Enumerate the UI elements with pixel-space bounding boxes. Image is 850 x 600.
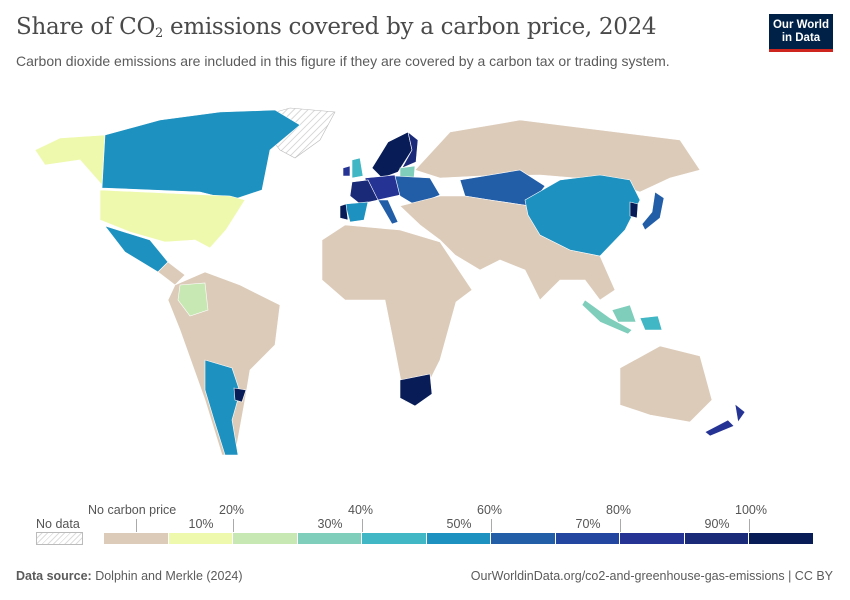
region-indonesia[interactable] [581,299,637,335]
owid-logo[interactable]: Our World in Data [769,14,833,52]
legend-tick-label: 10% [188,517,214,531]
legend-tick-label: 80% [606,503,632,517]
region-australia[interactable] [619,345,713,423]
legend-tick [749,519,750,532]
legend-tick [233,519,234,532]
region-finland[interactable] [401,131,419,169]
region-france[interactable] [349,179,379,205]
legend-no-data-swatch[interactable] [36,532,83,545]
legend-swatch[interactable] [104,532,169,545]
color-legend: No data No carbon price 20% 40% 60% 80% 100%… [0,495,850,555]
title-subscript: 2 [155,26,164,41]
region-italy[interactable] [377,199,399,225]
region-alaska[interactable] [34,134,106,186]
region-colombia[interactable] [177,282,209,317]
legend-swatch[interactable] [555,532,620,545]
region-korea[interactable] [629,201,639,219]
region-russia[interactable] [414,119,701,193]
region-africa[interactable] [321,224,473,403]
title-part: emissions covered by a carbon price, 202… [163,14,657,40]
region-uk[interactable] [351,157,364,179]
legend-tick [620,519,621,532]
legend-tick [362,519,363,532]
region-japan[interactable] [641,191,665,231]
legend-tick [491,519,492,532]
region-south-america[interactable] [167,271,281,456]
legend-swatch[interactable] [491,532,556,545]
legend-swatch[interactable] [749,532,814,545]
legend-tick-label: 20% [219,503,245,517]
region-portugal[interactable] [339,203,349,221]
legend-tick [136,519,137,532]
legend-swatch[interactable] [426,532,491,545]
legend-tick-label: 40% [348,503,374,517]
region-argentina[interactable] [204,359,241,456]
legend-swatch[interactable] [233,532,298,545]
region-spain[interactable] [344,201,369,223]
region-ireland[interactable] [342,165,351,177]
legend-swatch[interactable] [168,532,233,545]
title-part: Share of CO [16,14,156,40]
region-china[interactable] [524,174,641,257]
region-asia-rest[interactable] [399,195,616,301]
legend-tick-label: 70% [575,517,601,531]
chart-subtitle: Carbon dioxide emissions are included in… [16,53,670,69]
chart-title: Share of CO2 emissions covered by a carb… [16,14,657,41]
region-canada[interactable] [101,109,301,201]
legend-swatch[interactable] [362,532,427,545]
region-uruguay[interactable] [233,387,247,403]
region-usa[interactable] [99,189,246,249]
legend-swatch[interactable] [297,532,362,545]
legend-swatch[interactable] [684,532,749,545]
legend-tick-label: 30% [317,517,343,531]
legend-tick-label: 50% [446,517,472,531]
legend-tick-label: 100% [735,503,767,517]
region-png[interactable] [639,315,663,331]
footer-url[interactable]: OurWorldinData.org/co2-and-greenhouse-ga… [470,569,833,583]
source-label: Data source: [16,569,92,583]
region-central-america[interactable] [157,261,186,286]
legend-tick-label: 60% [477,503,503,517]
source-value: Dolphin and Merkle (2024) [91,569,243,583]
world-map [34,107,746,456]
legend-no-price-label: No carbon price [88,503,177,517]
legend-tick-label: 90% [704,517,730,531]
logo-line: Our World [772,19,829,31]
logo-line: in Data [781,32,821,44]
region-new-zealand[interactable] [704,403,746,437]
legend-swatch[interactable] [620,532,685,545]
data-source: Data source: Dolphin and Merkle (2024) [16,569,243,583]
legend-no-data-label: No data [36,517,80,531]
region-south-africa[interactable] [399,373,433,407]
